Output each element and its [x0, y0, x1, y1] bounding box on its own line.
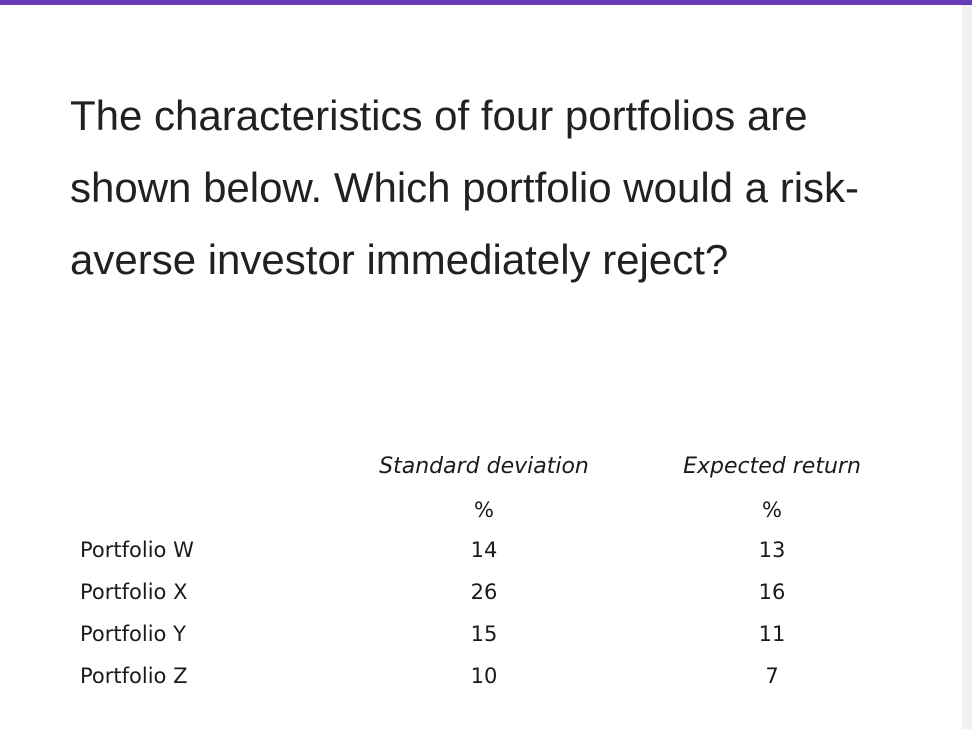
- cell-std-dev-w: 14: [470, 538, 498, 562]
- unit-standard-deviation: %: [474, 498, 494, 522]
- cell-return-y: 11: [758, 622, 786, 646]
- row-label-portfolio-z: Portfolio Z: [80, 664, 188, 688]
- header-expected-return: Expected return: [683, 454, 861, 479]
- cell-return-x: 16: [758, 580, 786, 604]
- cell-std-dev-y: 15: [470, 622, 498, 646]
- row-label-portfolio-x: Portfolio X: [80, 580, 188, 604]
- scrollbar-track[interactable]: [962, 5, 972, 729]
- portfolio-table: Standard deviation Expected return % % P…: [0, 440, 960, 700]
- cell-std-dev-z: 10: [470, 664, 498, 688]
- accent-top-bar: [0, 0, 972, 5]
- row-label-portfolio-w: Portfolio W: [80, 538, 194, 562]
- question-title: The characteristics of four portfolios a…: [70, 92, 860, 283]
- row-label-portfolio-y: Portfolio Y: [80, 622, 186, 646]
- cell-return-z: 7: [765, 664, 779, 688]
- cell-return-w: 13: [758, 538, 786, 562]
- header-standard-deviation: Standard deviation: [379, 454, 589, 479]
- unit-expected-return: %: [762, 498, 782, 522]
- cell-std-dev-x: 26: [470, 580, 498, 604]
